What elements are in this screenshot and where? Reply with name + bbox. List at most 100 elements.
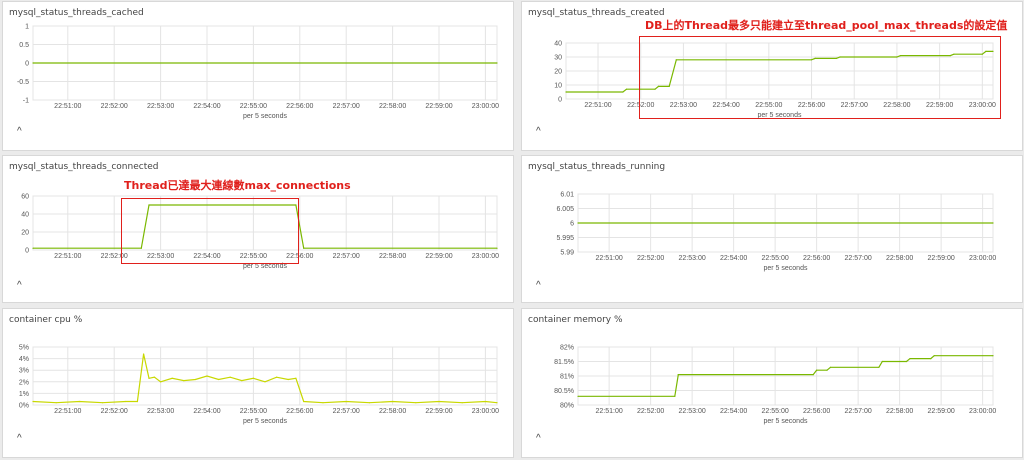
data-point — [668, 85, 670, 87]
collapse-icon[interactable]: ^ — [17, 433, 22, 444]
data-point — [322, 402, 324, 404]
data-point — [229, 376, 231, 378]
y-tick-label: 6 — [570, 221, 574, 228]
y-tick-label: -0.5 — [17, 79, 29, 86]
x-tick-label: 22:58:00 — [379, 253, 406, 260]
data-point — [148, 377, 150, 379]
data-point — [78, 400, 80, 403]
data-point — [814, 57, 816, 60]
chart-threads-created: 40 30 20 10 0 22:51:00 22:52:00 22:53:00 22:54:0… — [554, 41, 996, 120]
x-tick-label: 22:57:00 — [333, 103, 360, 110]
y-tick-label: 4% — [19, 356, 29, 363]
panel-container-memory: 82% 81.5% 81% 80.5% 80% 22:51:00 22:52:00 22:53… — [521, 308, 1023, 458]
data-point — [674, 395, 676, 397]
x-tick-label: 22:51:00 — [596, 408, 623, 415]
collapse-icon[interactable]: ^ — [536, 126, 541, 137]
x-tick-label: 22:58:00 — [379, 408, 406, 415]
data-point — [949, 55, 951, 57]
x-tick-label: 22:59:00 — [425, 103, 452, 110]
x-tick-label: 23:00:00 — [969, 408, 996, 415]
data-point — [953, 53, 955, 55]
x-axis-label: per 5 seconds — [243, 418, 287, 425]
panel-title: mysql_status_threads_running — [528, 162, 666, 172]
x-tick-label: 22:54:00 — [193, 103, 220, 110]
x-tick-label: 23:00:00 — [472, 103, 499, 110]
x-tick-label: 22:59:00 — [926, 102, 953, 109]
y-tick-label: 0 — [25, 248, 29, 255]
y-tick-label: 40 — [554, 41, 562, 48]
y-tick-label: 2% — [19, 379, 29, 386]
data-point — [241, 380, 243, 382]
y-tick-label: 0 — [558, 97, 562, 104]
data-point — [816, 369, 818, 371]
x-tick-label: 22:53:00 — [147, 408, 174, 415]
x-tick-label: 22:54:00 — [720, 255, 747, 262]
x-tick-label: 22:56:00 — [798, 102, 825, 109]
x-tick-label: 22:57:00 — [333, 253, 360, 260]
x-tick-label: 22:58:00 — [883, 102, 910, 109]
data-point — [276, 376, 278, 378]
panel-title: mysql_status_threads_cached — [9, 8, 144, 18]
data-point — [496, 402, 498, 404]
y-tick-label: 60 — [21, 194, 29, 201]
data-point — [461, 402, 463, 404]
x-tick-label: 22:59:00 — [425, 253, 452, 260]
data-point — [896, 56, 898, 58]
x-tick-label: 22:55:00 — [755, 102, 782, 109]
data-point — [654, 88, 656, 90]
x-tick-label: 22:57:00 — [333, 408, 360, 415]
chart-container-memory: 82% 81.5% 81% 80.5% 80% 22:51:00 22:52:00 22:53… — [554, 345, 996, 426]
x-tick-label: 23:00:00 — [969, 102, 996, 109]
data-point — [392, 400, 394, 403]
x-tick-label: 22:55:00 — [240, 103, 267, 110]
x-tick-label: 22:53:00 — [679, 408, 706, 415]
created-note: DB上的Thread最多只能建立至thread_pool_max_threads… — [645, 19, 1008, 32]
x-tick-label: 22:55:00 — [240, 253, 267, 260]
data-point — [153, 376, 155, 378]
data-point — [160, 381, 162, 383]
collapse-icon[interactable]: ^ — [536, 280, 541, 291]
data-point — [677, 374, 679, 376]
y-tick-label: 0 — [25, 61, 29, 68]
y-tick-label: 6.01 — [560, 192, 574, 199]
x-tick-label: 23:00:00 — [472, 408, 499, 415]
y-tick-label: 82% — [560, 345, 574, 352]
y-tick-label: 80% — [560, 403, 574, 410]
data-point — [287, 378, 289, 381]
x-tick-label: 22:53:00 — [147, 253, 174, 260]
x-tick-label: 22:52:00 — [637, 255, 664, 262]
y-tick-label: 0.5 — [19, 42, 29, 49]
panel-title: container memory % — [528, 315, 623, 325]
data-point — [992, 355, 994, 357]
x-tick-label: 23:00:00 — [472, 253, 499, 260]
collapse-icon[interactable]: ^ — [17, 126, 22, 137]
data-point — [565, 91, 567, 93]
x-tick-label: 22:52:00 — [627, 102, 654, 109]
data-point — [415, 402, 417, 404]
data-point — [32, 62, 34, 64]
x-tick-label: 22:55:00 — [240, 408, 267, 415]
data-point — [933, 355, 935, 357]
y-tick-label: 1 — [25, 24, 29, 31]
x-tick-label: 22:59:00 — [928, 255, 955, 262]
x-tick-label: 22:53:00 — [670, 102, 697, 109]
x-axis-label: per 5 seconds — [243, 263, 287, 270]
x-tick-label: 22:51:00 — [54, 103, 81, 110]
collapse-icon[interactable]: ^ — [17, 280, 22, 291]
series-line — [32, 353, 498, 404]
panel-threads-cached: 1 0.5 0 -0.5 -1 22:51:00 22:52:00 22:53:00 22:54… — [2, 1, 514, 151]
plot-frame — [32, 346, 498, 406]
collapse-icon[interactable]: ^ — [536, 433, 541, 444]
data-point — [826, 369, 828, 371]
x-tick-label: 22:56:00 — [803, 408, 830, 415]
y-tick-label: 20 — [554, 69, 562, 76]
data-point — [140, 247, 142, 249]
data-point — [148, 204, 150, 206]
connected-highlight-box — [121, 198, 299, 264]
data-point — [32, 247, 34, 249]
data-point — [878, 366, 880, 368]
x-tick-label: 22:57:00 — [845, 408, 872, 415]
x-tick-label: 22:55:00 — [762, 408, 789, 415]
x-tick-label: 22:54:00 — [193, 253, 220, 260]
x-tick-label: 22:58:00 — [886, 408, 913, 415]
